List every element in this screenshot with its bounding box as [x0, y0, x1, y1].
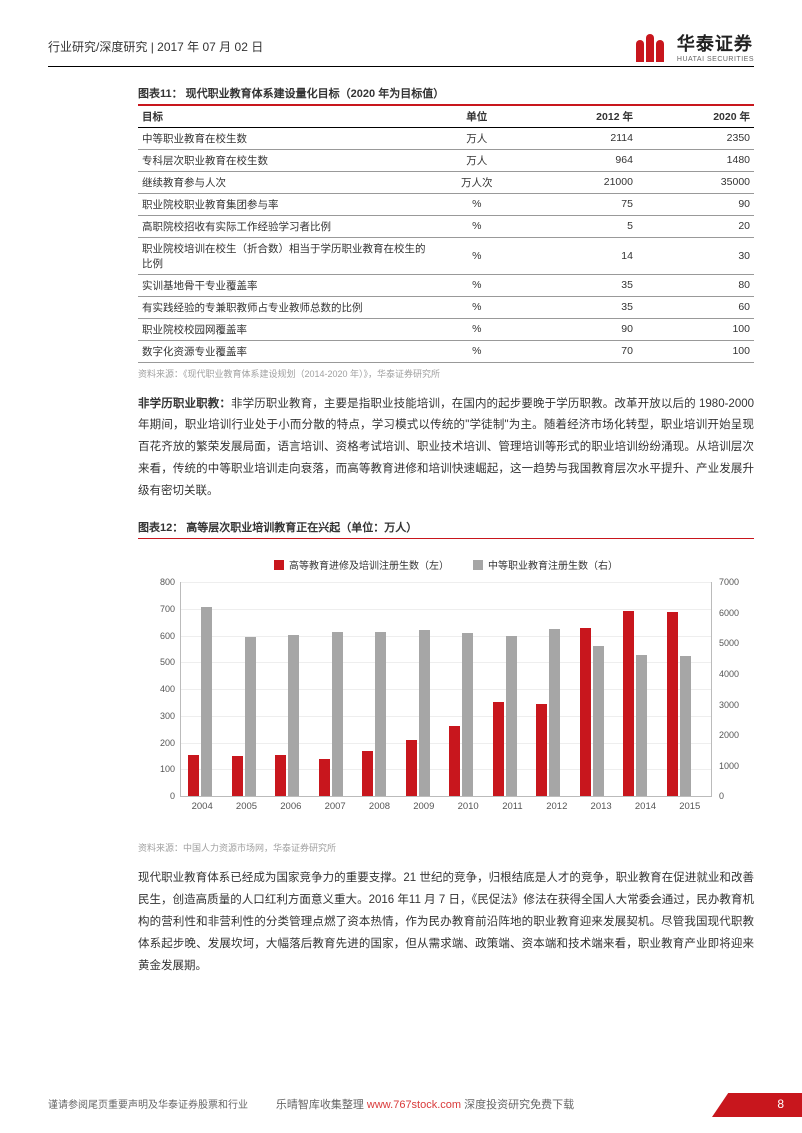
- table-row: 数字化资源专业覆盖率%70100: [138, 340, 754, 362]
- legend-left-label: 高等教育进修及培训注册生数（左）: [289, 557, 449, 572]
- x-tick: 2010: [450, 801, 487, 812]
- x-tick: 2012: [538, 801, 575, 812]
- bar-left: [406, 740, 417, 796]
- bar-group: [275, 635, 312, 796]
- y-axis-right: 01000200030004000500060007000: [715, 582, 745, 796]
- x-tick: 2004: [184, 801, 221, 812]
- table-row: 职业院校职业教育集团参与率%7590: [138, 193, 754, 215]
- doc-date: 2017 年 07 月 02 日: [157, 40, 263, 54]
- bar-right: [288, 635, 299, 796]
- bar-right: [201, 607, 212, 796]
- table-row: 有实践经验的专兼职教师占专业教师总数的比例%3560: [138, 296, 754, 318]
- legend-swatch-right: [473, 560, 483, 570]
- bar-group: [623, 611, 660, 796]
- x-tick: 2013: [583, 801, 620, 812]
- chart12: 高等教育进修及培训注册生数（左） 中等职业教育注册生数（右） 010020030…: [138, 547, 754, 837]
- table11-source: 资料来源：《现代职业教育体系建设规划（2014-2020 年）》，华泰证券研究所: [138, 367, 754, 380]
- bar-group: [449, 633, 486, 796]
- x-axis: 2004 2005 2006 2007 2008 2009 2010 2011 2012 2013…: [180, 801, 712, 812]
- y-axis-left: 0100200300400500600700800: [147, 582, 177, 796]
- table11-title: 图表11： 现代职业教育体系建设量化目标（2020 年为目标值）: [138, 85, 754, 104]
- huatai-logo-icon: [636, 32, 670, 62]
- chart12-title: 图表12： 高等层次职业培训教育正在兴起（单位：万人）: [138, 519, 754, 538]
- bar-right: [419, 630, 430, 796]
- chart-legend: 高等教育进修及培训注册生数（左） 中等职业教育注册生数（右）: [146, 557, 746, 572]
- bar-left: [623, 611, 634, 796]
- bar-group: [232, 637, 269, 797]
- x-tick: 2007: [317, 801, 354, 812]
- table-row: 高职院校招收有实际工作经验学习者比例%520: [138, 215, 754, 237]
- table-header: 单位: [434, 106, 520, 128]
- page-header: 行业研究/深度研究 | 2017 年 07 月 02 日 华泰证券 HUATAI…: [48, 30, 754, 67]
- bar-right: [332, 632, 343, 796]
- bar-left: [362, 751, 373, 797]
- chart-plot: 0100200300400500600700800 01000200030004…: [180, 582, 712, 797]
- bar-right: [245, 637, 256, 797]
- bar-left: [493, 702, 504, 796]
- bar-left: [536, 704, 547, 797]
- bar-group: [667, 612, 704, 796]
- page-footer: 谨请参阅尾页重要声明及华泰证券股票和行业 乐晴智库收集整理 www.767sto…: [48, 1096, 802, 1111]
- bar-group: [580, 628, 617, 796]
- table-row: 职业院校校园网覆盖率%90100: [138, 318, 754, 340]
- table-header: 2012 年: [520, 106, 637, 128]
- bar-left: [275, 755, 286, 797]
- table-header: 2020 年: [637, 106, 754, 128]
- x-tick: 2006: [272, 801, 309, 812]
- bar-left: [580, 628, 591, 796]
- bar-group: [188, 607, 225, 796]
- table11: 目标单位2012 年2020 年 中等职业教育在校生数万人21142350专科层…: [138, 106, 754, 363]
- brand-name-en: HUATAI SECURITIES: [677, 56, 754, 63]
- table-header: 目标: [138, 106, 434, 128]
- table-row: 实训基地骨干专业覆盖率%3580: [138, 274, 754, 296]
- bar-left: [319, 759, 330, 797]
- bars-area: [181, 582, 711, 796]
- bar-right: [549, 629, 560, 796]
- exhibit-rule-2: [138, 538, 754, 540]
- legend-right: 中等职业教育注册生数（右）: [473, 557, 618, 572]
- doc-category: 行业研究/深度研究: [48, 40, 147, 54]
- footer-disclaimer: 谨请参阅尾页重要声明及华泰证券股票和行业: [48, 1096, 248, 1111]
- legend-left: 高等教育进修及培训注册生数（左）: [274, 557, 449, 572]
- x-tick: 2008: [361, 801, 398, 812]
- paragraph-2: 现代职业教育体系已经成为国家竞争力的重要支撑。21 世纪的竞争，归根结底是人才的…: [138, 868, 754, 977]
- x-tick: 2009: [405, 801, 442, 812]
- bar-right: [680, 656, 691, 796]
- bar-left: [232, 756, 243, 796]
- bar-group: [493, 636, 530, 796]
- bar-group: [406, 630, 443, 796]
- x-tick: 2014: [627, 801, 664, 812]
- bar-left: [188, 755, 199, 797]
- bar-right: [506, 636, 517, 796]
- table-row: 继续教育参与人次万人次2100035000: [138, 171, 754, 193]
- x-tick: 2005: [228, 801, 265, 812]
- x-tick: 2015: [671, 801, 708, 812]
- bar-left: [667, 612, 678, 796]
- table-row: 专科层次职业教育在校生数万人9641480: [138, 149, 754, 171]
- brand-logo: 华泰证券 HUATAI SECURITIES: [636, 30, 754, 63]
- legend-right-label: 中等职业教育注册生数（右）: [488, 557, 618, 572]
- table-row: 职业院校培训在校生（折合数）相当于学历职业教育在校生的比例%1430: [138, 237, 754, 274]
- para1-body: 非学历职业教育，主要是指职业技能培训，在国内的起步要晚于学历职教。改革开放以后的…: [138, 398, 754, 497]
- chart12-source: 资料来源：中国人力资源市场网，华泰证券研究所: [138, 841, 754, 854]
- bar-left: [449, 726, 460, 796]
- bar-group: [319, 632, 356, 796]
- page-number: 8: [712, 1093, 802, 1117]
- header-left: 行业研究/深度研究 | 2017 年 07 月 02 日: [48, 38, 263, 55]
- paragraph-1: 非学历职业职教：非学历职业教育，主要是指职业技能培训，在国内的起步要晚于学历职教…: [138, 394, 754, 503]
- x-tick: 2011: [494, 801, 531, 812]
- bar-right: [593, 646, 604, 797]
- legend-swatch-left: [274, 560, 284, 570]
- bar-right: [636, 655, 647, 796]
- brand-name-cn: 华泰证券: [677, 30, 754, 56]
- bar-right: [462, 633, 473, 796]
- bar-right: [375, 632, 386, 796]
- para1-lead: 非学历职业职教：: [138, 398, 231, 410]
- bar-group: [362, 632, 399, 796]
- table-row: 中等职业教育在校生数万人21142350: [138, 127, 754, 149]
- bar-group: [536, 629, 573, 796]
- footer-watermark: 乐晴智库收集整理 www.767stock.com 深度投资研究免费下载: [276, 1096, 574, 1112]
